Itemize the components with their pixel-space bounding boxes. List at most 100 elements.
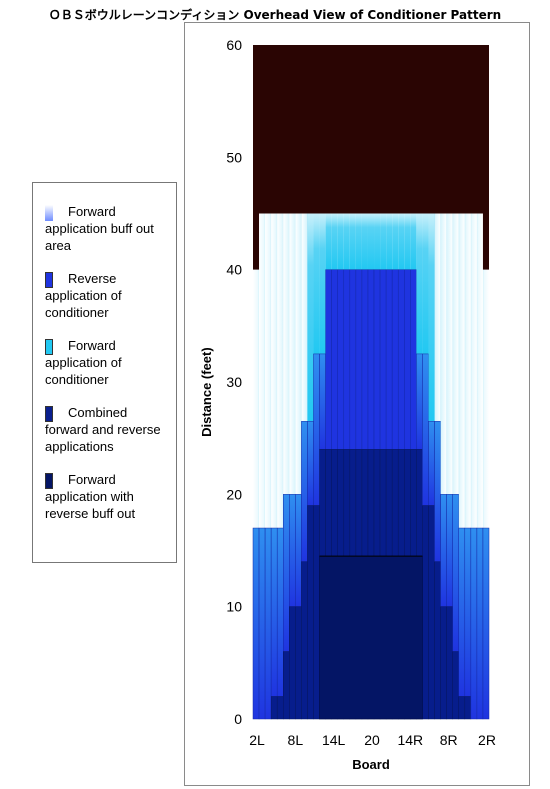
board-reverse-application [422, 353, 429, 506]
board-edge-dark [253, 213, 260, 270]
board-reverse-application [289, 494, 296, 607]
board-reverse-application [397, 269, 405, 450]
board-reverse-application [270, 527, 278, 697]
board-reverse-application [276, 527, 284, 697]
board-forward-application [355, 213, 362, 270]
board-forward-application [482, 269, 489, 529]
legend-label: Combined forward and reverse application… [45, 405, 161, 454]
x-tick-label: 14R [397, 732, 423, 748]
board-forward-application [428, 213, 435, 422]
board-combined-application [452, 651, 459, 720]
board-forward-application [343, 213, 350, 270]
board-edge-dark [482, 213, 489, 270]
axes: Distance (feet) Board 0 10 20 30 40 50 60 2L 8L 1… [199, 37, 496, 772]
board-forward-application [464, 213, 471, 529]
legend-swatch [45, 339, 53, 355]
board-forward-application [458, 213, 465, 529]
board-forward-application [422, 213, 429, 354]
board-reverse-application [440, 494, 447, 607]
legend-label: Forward application buff out area [45, 204, 154, 253]
plot-area [252, 45, 490, 720]
board-reverse-application [410, 269, 417, 450]
chart-frame: Distance (feet) Board 0 10 20 30 40 50 60 2L 8L 1… [184, 22, 530, 786]
board-combined-application [301, 561, 308, 720]
y-axis-label: Distance (feet) [199, 347, 214, 437]
forward-reverse-buff-block [319, 555, 423, 720]
board-reverse-application [258, 527, 266, 720]
y-tick-label: 0 [234, 711, 242, 727]
board-reverse-application [379, 269, 387, 450]
legend-swatch [45, 406, 53, 422]
legend-swatch [45, 205, 53, 221]
board-reverse-application [476, 527, 484, 720]
board-forward-application [253, 269, 260, 529]
board-combined-application [289, 606, 296, 720]
board-forward-application [476, 213, 483, 529]
board-forward-application [452, 213, 459, 495]
y-tick-label: 20 [226, 486, 242, 502]
board-forward-application [331, 213, 338, 270]
board-forward-application [361, 213, 368, 270]
board-reverse-application [355, 269, 363, 450]
board-reverse-application [464, 527, 472, 697]
x-tick-label: 2R [478, 732, 496, 748]
board-forward-application [446, 213, 453, 495]
board-forward-application [319, 213, 326, 354]
board-forward-application [337, 213, 344, 270]
board-reverse-application [404, 269, 411, 450]
board-forward-application [392, 213, 399, 270]
board-forward-application [367, 213, 375, 270]
board-combined-application [464, 696, 472, 720]
legend-swatch [45, 473, 53, 489]
board-reverse-application [295, 494, 302, 607]
x-tick-label: 2L [249, 732, 265, 748]
board-reverse-application [283, 494, 290, 652]
board-reverse-application [452, 494, 459, 652]
board-reverse-application [458, 527, 466, 697]
board-reverse-application [252, 527, 260, 720]
legend-label: Forward application with reverse buff ou… [45, 472, 136, 521]
board-forward-application [295, 213, 302, 495]
board-reverse-application [325, 269, 332, 450]
x-tick-label: 14L [322, 732, 346, 748]
board-reverse-application [307, 421, 314, 506]
x-tick-label: 20 [364, 732, 380, 748]
y-tick-label: 60 [226, 37, 242, 53]
chart: Distance (feet) Board 0 10 20 30 40 50 60 2L 8L 1… [199, 37, 496, 772]
board-forward-application [470, 213, 477, 529]
y-tick-label: 50 [226, 149, 242, 165]
board-forward-application [271, 213, 278, 529]
board-forward-application [404, 213, 411, 270]
board-reverse-application [264, 527, 272, 720]
board-forward-application [398, 213, 405, 270]
board-reverse-application [434, 421, 441, 562]
board-reverse-application [446, 494, 453, 607]
board-forward-application [349, 213, 356, 270]
y-tick-label: 10 [226, 599, 242, 615]
board-reverse-application [301, 421, 308, 562]
board-forward-application [416, 213, 423, 354]
board-forward-application [374, 213, 381, 270]
board-forward-application [380, 213, 387, 270]
board-reverse-application [482, 527, 490, 720]
board-forward-application [301, 213, 308, 422]
board-combined-application [428, 505, 435, 720]
board-forward-application [289, 213, 296, 495]
board-combined-application [434, 561, 441, 720]
board-forward-application [313, 213, 320, 354]
board-combined-application [295, 606, 302, 720]
board-combined-application [313, 505, 320, 720]
board-combined-application [440, 606, 447, 720]
x-tick-label: 8L [288, 732, 304, 748]
board-forward-application [259, 213, 266, 529]
board-forward-application [265, 213, 272, 529]
board-reverse-application [385, 269, 393, 450]
board-combined-application [446, 606, 453, 720]
board-combined-application [276, 696, 284, 720]
chart-title: ＯＢＳボウルレーンコンディション Overhead View of Condit… [48, 8, 502, 22]
board-reverse-application [391, 269, 399, 450]
board-reverse-application [470, 527, 478, 720]
x-axis-label: Board [352, 757, 390, 772]
board-reverse-application [331, 269, 338, 450]
legend-label: Forward application of conditioner [45, 338, 122, 387]
